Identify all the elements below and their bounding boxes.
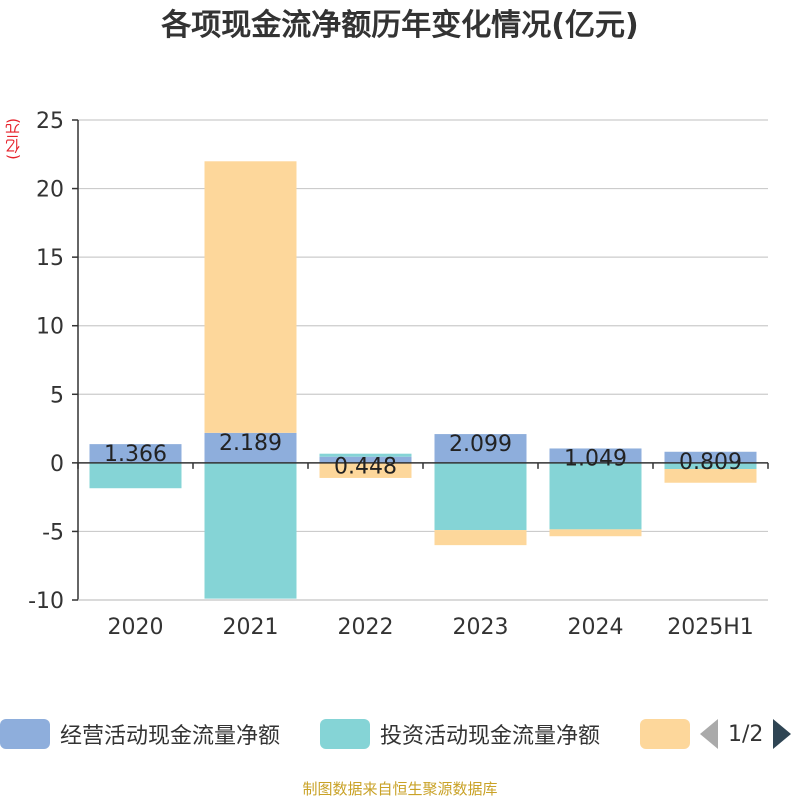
- legend-swatch-investing: [320, 719, 370, 749]
- legend-pager: 1/2: [700, 712, 792, 756]
- x-tick-label: 2023: [453, 615, 509, 640]
- y-tick-label: 25: [36, 109, 64, 134]
- bar-investing-2024: [549, 462, 642, 530]
- bar-investing-2022: [319, 453, 412, 457]
- y-tick-label: 10: [36, 315, 64, 340]
- legend-swatch-financing: [640, 719, 690, 749]
- grid-lines: [78, 119, 768, 601]
- bar-investing-2025H1: [664, 462, 757, 470]
- y-tick-label: -10: [28, 589, 64, 614]
- bar-financing-2025H1: [664, 469, 757, 483]
- legend-label-investing: 投资活动现金流量净额: [380, 724, 601, 749]
- source-note: 制图数据来自恒生聚源数据库: [302, 780, 498, 798]
- data-label-operating: 1.049: [564, 446, 627, 471]
- bar-operating-2025H1: [664, 451, 757, 463]
- pager-next-icon[interactable]: [773, 719, 792, 749]
- y-tick-label: 15: [36, 246, 64, 271]
- x-tick-label: 2025H1: [667, 615, 754, 640]
- bar-financing-2022: [319, 462, 412, 478]
- x-tick-label: 2021: [223, 615, 279, 640]
- y-tick-label: 5: [50, 383, 64, 408]
- pager-prev-icon[interactable]: [700, 719, 718, 749]
- x-tick-label: 2024: [568, 615, 624, 640]
- chart-title: 各项现金流净额历年变化情况(亿元): [161, 8, 639, 43]
- legend-swatch-operating: [0, 719, 50, 749]
- axes: 25 20 15 10 5 0 -5 -10 2020 2021 2022 2023 2024 2025H…: [28, 109, 769, 640]
- bar-investing-2021: [204, 462, 297, 599]
- y-tick-label: -5: [42, 520, 64, 545]
- x-tick-label: 2020: [108, 615, 164, 640]
- pager-page-indicator: 1/2: [728, 721, 764, 747]
- bar-investing-2020: [89, 462, 182, 489]
- y-tick-label: 0: [50, 452, 64, 477]
- data-label-operating: 1.366: [104, 442, 167, 467]
- legend-item-operating[interactable]: 经营活动现金流量净额: [0, 712, 280, 756]
- bars: [89, 161, 757, 599]
- data-label-operating: 0.809: [679, 450, 742, 475]
- bar-operating-2024: [549, 448, 642, 463]
- data-labels: 1.366 2.189 0.448 2.099 1.049 0.809: [104, 431, 742, 480]
- bar-operating-2020: [89, 444, 182, 463]
- bar-operating-2023: [434, 434, 527, 463]
- bar-financing-2021: [204, 161, 297, 433]
- legend: 经营活动现金流量净额 投资活动现金流量净额 1/2: [0, 712, 800, 756]
- bar-operating-2021: [204, 432, 297, 463]
- bar-financing-2023: [434, 530, 527, 546]
- bar-financing-2024: [549, 529, 642, 537]
- data-label-operating: 2.099: [449, 432, 512, 457]
- data-label-operating: 0.448: [334, 455, 397, 480]
- x-tick-label: 2022: [338, 615, 394, 640]
- bar-investing-2023: [434, 462, 527, 531]
- data-label-operating: 2.189: [219, 431, 282, 456]
- chart-plot: 25 20 15 10 5 0 -5 -10 2020 2021 2022 2023 2024 2025H…: [28, 109, 769, 640]
- legend-item-financing[interactable]: [640, 712, 700, 756]
- legend-item-investing[interactable]: 投资活动现金流量净额: [320, 712, 600, 756]
- y-tick-label: 20: [36, 178, 64, 203]
- legend-label-operating: 经营活动现金流量净额: [60, 724, 281, 749]
- bar-operating-2022: [319, 456, 412, 463]
